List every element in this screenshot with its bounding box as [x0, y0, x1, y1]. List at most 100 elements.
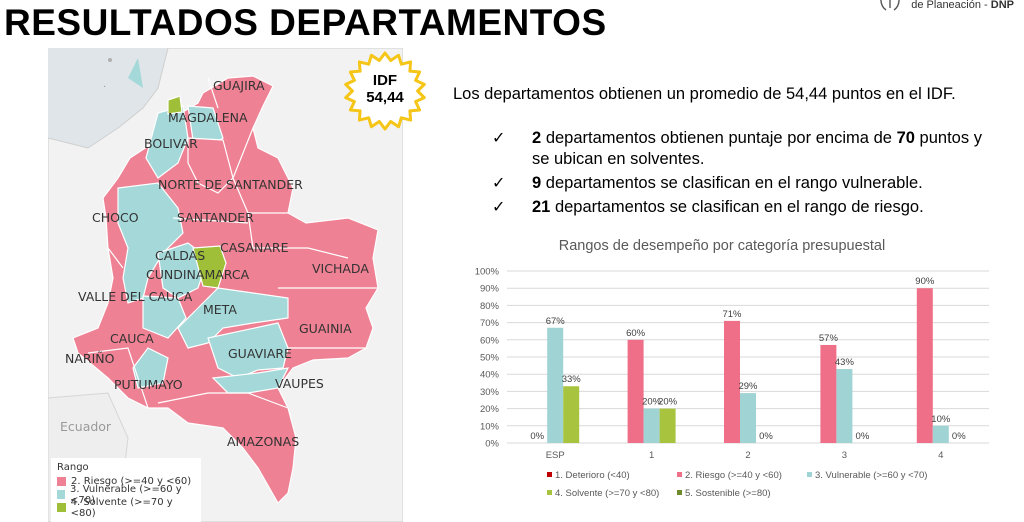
y-tick-label: 90% — [480, 284, 500, 295]
legend-swatch-riesgo — [57, 477, 66, 486]
bullet-text: 21 departamentos se clasifican en el ran… — [532, 198, 924, 216]
legend-swatch — [547, 472, 552, 477]
x-tick-label: 1 — [649, 450, 654, 461]
region-cesar-riesgo — [187, 137, 234, 194]
map-legend-title: Rango — [57, 462, 89, 473]
label-casanare: CASANARE — [220, 240, 289, 255]
map-legend-label: 3. Vulnerable (>=60 y <70) — [70, 483, 182, 506]
x-tick-label: 3 — [842, 450, 847, 461]
y-tick-label: 100% — [475, 267, 500, 278]
legend-label: 2. Riesgo (>=40 y <60) — [685, 470, 782, 481]
map-legend-item: 3. Vulnerable (>=60 y <70) — [57, 484, 195, 506]
label-caldas: CALDAS — [155, 248, 206, 263]
bar — [659, 408, 676, 443]
label-choco: CHOCO — [92, 210, 139, 225]
legend-label: 4. Solvente (>=70 y <80) — [555, 488, 659, 499]
idf-badge-label: IDF — [372, 72, 398, 89]
data-label: 71% — [722, 309, 742, 320]
bar — [643, 408, 660, 443]
legend-swatch-solvente — [57, 503, 66, 512]
data-label: 20% — [658, 397, 678, 408]
bullet-item: ✓ 2 departamentos obtienen puntaje por e… — [492, 128, 982, 170]
label-santander: SANTANDER — [177, 210, 254, 225]
page-title: RESULTADOS DEPARTAMENTOS — [4, 2, 607, 43]
bar — [740, 393, 756, 443]
bar — [820, 344, 837, 443]
y-tick-label: 80% — [480, 301, 500, 312]
check-icon: ✓ — [492, 199, 506, 216]
label-bolivar: BOLIVAR — [144, 136, 198, 151]
legend-label: 3. Vulnerable (>=60 y <70) — [815, 470, 927, 481]
label-vaupes: VAUPES — [275, 376, 324, 391]
label-guajira: GUAJIRA — [213, 78, 265, 93]
legend-swatch-vulnerable — [57, 490, 66, 499]
region-bolivar-vulnerable — [145, 105, 189, 179]
bar — [932, 425, 949, 443]
y-tick-label: 40% — [480, 370, 500, 381]
x-tick-label: ESP — [546, 450, 565, 461]
bar-chart: 0%10%20%30%40%50%60%70%80%90%100%ESP 1 2 3 4… — [475, 267, 989, 499]
bar — [547, 327, 564, 443]
region-meta2-vulnerable — [207, 322, 289, 379]
dnp-logo: de Planeación - DNP — [877, 0, 1014, 14]
legend-label: 5. Sostenible (>=80) — [685, 488, 771, 499]
label-guaviare: GUAVIARE — [228, 346, 292, 361]
map-legend-label: 4. Solvente (>=70 y <80) — [70, 496, 173, 519]
label-narino: NARIÑO — [65, 351, 115, 366]
data-label: 57% — [819, 333, 839, 344]
map-legend-label: 2. Riesgo (>=40 y <60) — [71, 476, 192, 487]
idf-badge-burst-icon — [344, 51, 426, 131]
logo-text: de Planeación - DNP — [911, 0, 1014, 11]
legend-swatch — [677, 490, 682, 495]
data-label: 0% — [856, 431, 870, 442]
y-tick-label: 60% — [480, 335, 500, 346]
data-label: 0% — [530, 431, 544, 442]
label-guainia: GUAINIA — [299, 321, 352, 336]
region-meta-vulnerable — [177, 287, 289, 349]
data-label: 0% — [759, 431, 773, 442]
bullet-item: ✓ 21 departamentos se clasifican en el r… — [492, 197, 982, 218]
dnp-emblem-icon — [880, 0, 901, 11]
region-atlantico-solvente — [167, 95, 183, 115]
legend-swatch — [807, 472, 812, 477]
bar — [916, 288, 933, 443]
check-icon: ✓ — [492, 130, 506, 147]
y-tick-label: 0% — [485, 439, 499, 450]
y-tick-label: 50% — [480, 353, 500, 364]
x-tick-label: 4 — [938, 450, 943, 461]
data-label: 67% — [546, 316, 566, 327]
legend-swatch — [677, 472, 682, 477]
label-norte-de-santander: NORTE DE SANTANDER — [158, 177, 303, 192]
legend-label: 1. Deterioro (<40) — [555, 470, 630, 481]
region-valle-vulnerable — [142, 295, 187, 339]
bar — [627, 339, 644, 443]
bullet-text: 9 departamentos se clasifican en el rang… — [532, 174, 923, 192]
label-magdalena: MAGDALENA — [168, 110, 248, 125]
data-label: 90% — [915, 276, 935, 287]
bar — [563, 386, 580, 443]
bullet-text: 2 departamentos obtienen puntaje por enc… — [532, 129, 982, 168]
data-label: 33% — [562, 374, 582, 385]
y-tick-label: 10% — [480, 421, 500, 432]
data-label: 10% — [931, 414, 951, 425]
x-tick-label: 2 — [745, 450, 750, 461]
y-tick-label: 70% — [480, 318, 500, 329]
bullet-item: ✓ 9 departamentos se clasifican en el ra… — [492, 173, 982, 194]
idf-badge-value: 54,44 — [366, 89, 404, 106]
map-legend: Rango 2. Riesgo (>=40 y <60) 3. Vulnerab… — [51, 458, 201, 522]
label-cauca: CAUCA — [110, 331, 154, 346]
label-cundinamarca: CUNDINAMARCA — [146, 267, 250, 282]
summary-intro: Los departamentos obtienen un promedio d… — [453, 85, 956, 103]
label-vichada: VICHADA — [312, 261, 369, 276]
bar — [836, 369, 853, 443]
label-putumayo: PUTUMAYO — [114, 377, 183, 392]
data-label: 29% — [738, 381, 758, 392]
svg-text:·: · — [103, 82, 106, 93]
legend-swatch — [547, 490, 552, 495]
label-valle-del-cauca: VALLE DEL CAUCA — [78, 289, 193, 304]
summary-bullets: ✓ 2 departamentos obtienen puntaje por e… — [492, 128, 982, 221]
map-svg: · — [48, 48, 403, 522]
data-label: 43% — [835, 357, 855, 368]
data-label: 0% — [952, 431, 966, 442]
region-antioquia-vulnerable — [117, 182, 184, 304]
